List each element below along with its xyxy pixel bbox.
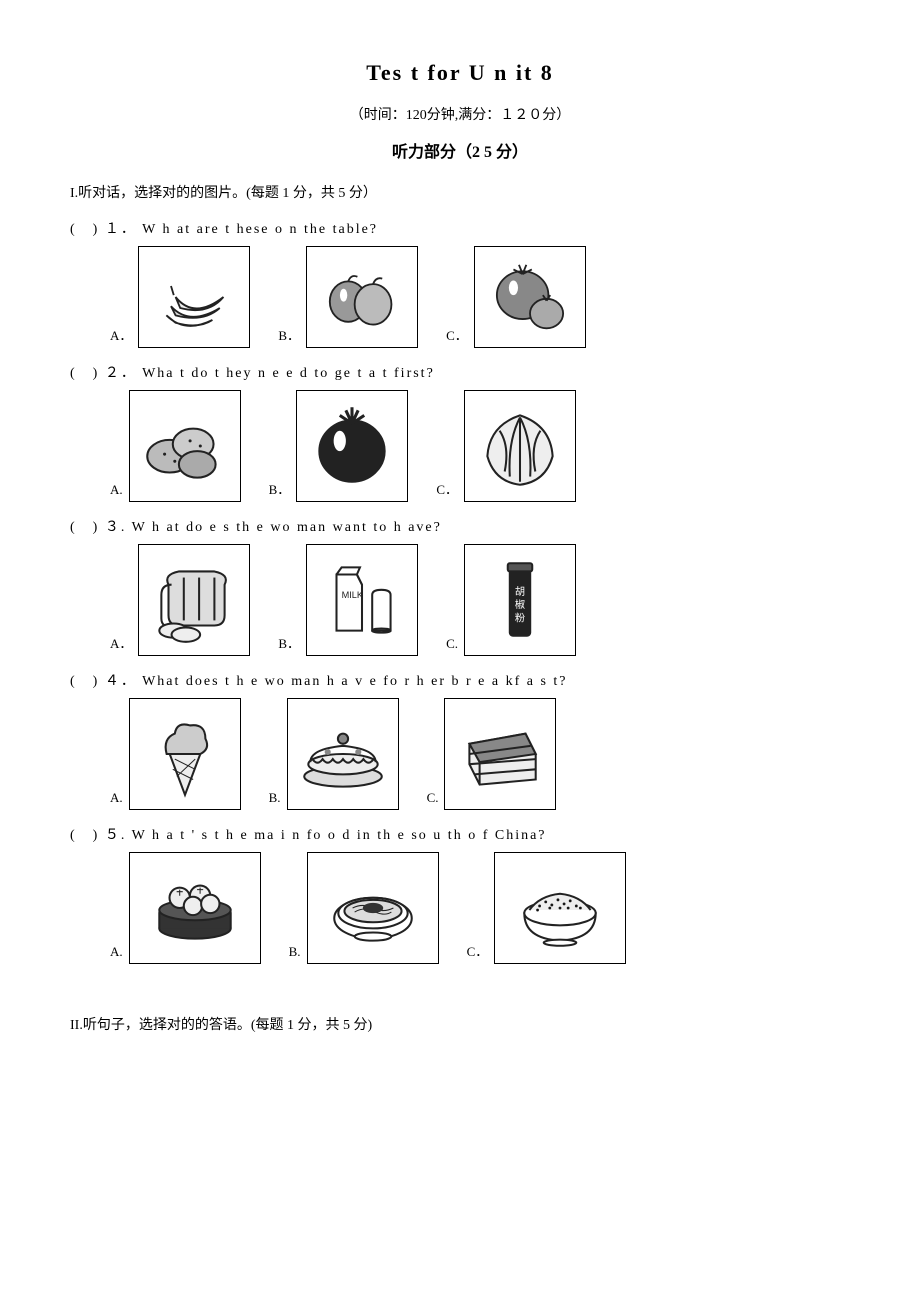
section2-header: II.听句子，选择对的的答语。(每题 1 分，共 5 分) xyxy=(70,1014,850,1034)
options-row: A. B. C. xyxy=(110,698,850,810)
question-text: ( ) ４． What does t h e wo man h a v e fo… xyxy=(70,670,850,690)
section1-header: I.听对话，选择对的的图片。(每题 1 分，共 5 分） xyxy=(70,182,850,202)
option[interactable]: A. xyxy=(110,698,241,810)
question-text: ( ) ３. W h at do e s th e wo man want to… xyxy=(70,516,850,536)
options-row: A. B. C． xyxy=(110,852,850,964)
option[interactable]: C． xyxy=(446,246,586,348)
rice-icon xyxy=(494,852,626,964)
options-row: A． B． MILK C. 胡 椒 粉 xyxy=(110,544,850,656)
option[interactable]: B. xyxy=(269,698,399,810)
option[interactable]: C. 胡 椒 粉 xyxy=(446,544,576,656)
svg-text:胡: 胡 xyxy=(515,585,525,598)
option-label: A. xyxy=(110,482,123,498)
questions-container: ( ) １． W h at are t hese o n the table? A… xyxy=(70,218,850,964)
option-label: C. xyxy=(427,790,439,806)
noodles-icon xyxy=(307,852,439,964)
option[interactable]: C． xyxy=(467,852,627,964)
option-label: A. xyxy=(110,790,123,806)
option-label: B. xyxy=(269,790,281,806)
cabbage-icon xyxy=(464,390,576,502)
question-block: ( ) ５. W h a t ' s t h e ma i n fo o d i… xyxy=(70,824,850,964)
question-block: ( ) １． W h at are t hese o n the table? A… xyxy=(70,218,850,348)
icecream-icon xyxy=(129,698,241,810)
option[interactable]: A． xyxy=(110,246,250,348)
listening-section-title: 听力部分（2 5 分） xyxy=(70,138,850,162)
svg-text:椒: 椒 xyxy=(515,598,525,611)
option[interactable]: A. xyxy=(110,852,261,964)
option[interactable]: C. xyxy=(427,698,557,810)
option-label: A． xyxy=(110,325,132,344)
apples-icon xyxy=(306,246,418,348)
option[interactable]: B. xyxy=(289,852,439,964)
options-row: A. B． C． xyxy=(110,390,850,502)
svg-text:MILK: MILK xyxy=(342,590,364,600)
option-label: B. xyxy=(289,944,301,960)
baozi-icon xyxy=(129,852,261,964)
option[interactable]: B． xyxy=(278,246,418,348)
option-label: C. xyxy=(446,636,458,652)
svg-text:粉: 粉 xyxy=(515,611,525,624)
tomatoes-icon xyxy=(474,246,586,348)
option[interactable]: C． xyxy=(436,390,576,502)
potatoes-icon xyxy=(129,390,241,502)
option[interactable]: B． MILK xyxy=(278,544,418,656)
milk-icon: MILK xyxy=(306,544,418,656)
option-label: C． xyxy=(467,941,489,960)
option-label: B． xyxy=(278,325,300,344)
option-label: A． xyxy=(110,633,132,652)
page-title: Tes t for U n it 8 xyxy=(70,60,850,86)
question-text: ( ) １． W h at are t hese o n the table? xyxy=(70,218,850,238)
bread-icon xyxy=(138,544,250,656)
page-subtitle: （时间：120分钟,满分：１２０分） xyxy=(70,104,850,124)
option-label: B． xyxy=(269,479,291,498)
question-text: ( ) ５. W h a t ' s t h e ma i n fo o d i… xyxy=(70,824,850,844)
options-row: A． B． C． xyxy=(110,246,850,348)
question-text: ( ) ２． Wha t do t hey n e e d to ge t a … xyxy=(70,362,850,382)
option-label: C． xyxy=(446,325,468,344)
cake-slice-icon xyxy=(444,698,556,810)
cake-round-icon xyxy=(287,698,399,810)
option[interactable]: A. xyxy=(110,390,241,502)
question-block: ( ) ３. W h at do e s th e wo man want to… xyxy=(70,516,850,656)
tomato-dark-icon xyxy=(296,390,408,502)
option-label: A. xyxy=(110,944,123,960)
option[interactable]: B． xyxy=(269,390,409,502)
option-label: B． xyxy=(278,633,300,652)
option-label: C． xyxy=(436,479,458,498)
question-block: ( ) ２． Wha t do t hey n e e d to ge t a … xyxy=(70,362,850,502)
option[interactable]: A． xyxy=(110,544,250,656)
bananas-icon xyxy=(138,246,250,348)
pepper-icon: 胡 椒 粉 xyxy=(464,544,576,656)
question-block: ( ) ４． What does t h e wo man h a v e fo… xyxy=(70,670,850,810)
